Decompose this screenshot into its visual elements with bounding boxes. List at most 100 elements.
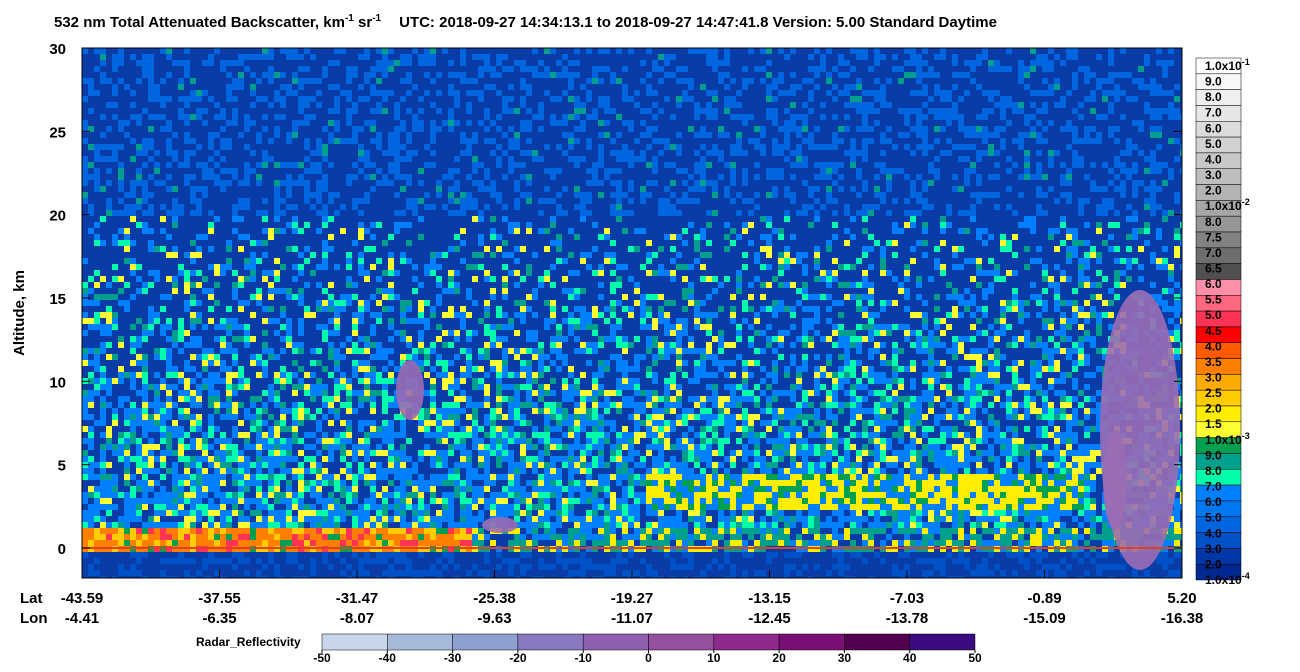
field-cell (202, 360, 208, 366)
field-cell (814, 306, 820, 312)
field-cell (496, 324, 502, 330)
field-cell (958, 342, 964, 348)
field-cell (988, 420, 994, 426)
field-cell (532, 432, 538, 438)
field-cell (736, 384, 742, 390)
field-cell (772, 138, 778, 144)
field-cell (508, 66, 514, 72)
field-cell (262, 420, 268, 426)
field-cell (700, 414, 706, 420)
field-cell (514, 198, 520, 204)
field-cell (376, 168, 382, 174)
field-cell (466, 138, 472, 144)
field-cell (238, 78, 244, 84)
field-cell (796, 378, 802, 384)
field-cell (772, 336, 778, 342)
field-cell (712, 66, 718, 72)
field-cell (334, 324, 340, 330)
field-cell (364, 72, 370, 78)
field-cell (262, 240, 268, 246)
field-cell (784, 192, 790, 198)
field-cell (550, 360, 556, 366)
field-cell (466, 354, 472, 360)
field-cell (130, 264, 136, 270)
field-cell (286, 204, 292, 210)
field-cell (934, 108, 940, 114)
field-cell (106, 438, 112, 444)
field-cell (652, 162, 658, 168)
field-cell (862, 114, 868, 120)
field-cell (430, 48, 436, 54)
field-cell (766, 384, 772, 390)
field-cell (292, 216, 298, 222)
field-cell (280, 96, 286, 102)
field-cell (106, 282, 112, 288)
field-cell (202, 348, 208, 354)
field-cell (274, 288, 280, 294)
field-cell (184, 282, 190, 288)
field-cell (124, 414, 130, 420)
field-cell (964, 390, 970, 396)
field-cell (478, 66, 484, 72)
field-cell (652, 420, 658, 426)
field-cell (1018, 78, 1024, 84)
field-cell (220, 360, 226, 366)
field-cell (970, 300, 976, 306)
field-cell (598, 270, 604, 276)
field-cell (544, 144, 550, 150)
field-cell (142, 366, 148, 372)
field-cell (688, 294, 694, 300)
field-cell (970, 420, 976, 426)
field-cell (1174, 246, 1180, 252)
field-cell (88, 378, 94, 384)
field-cell (142, 192, 148, 198)
field-cell (412, 204, 418, 210)
field-cell (100, 402, 106, 408)
field-cell (400, 222, 406, 228)
field-cell (586, 324, 592, 330)
field-cell (238, 282, 244, 288)
field-cell (352, 330, 358, 336)
field-cell (316, 138, 322, 144)
field-cell (826, 360, 832, 366)
field-cell (166, 162, 172, 168)
field-cell (658, 414, 664, 420)
field-cell (850, 414, 856, 420)
field-cell (1174, 282, 1180, 288)
field-cell (502, 150, 508, 156)
field-cell (196, 252, 202, 258)
field-cell (220, 138, 226, 144)
field-cell (694, 402, 700, 408)
field-cell (322, 414, 328, 420)
field-cell (544, 198, 550, 204)
backscatter-field (82, 48, 1182, 578)
field-cell (646, 126, 652, 132)
field-cell (436, 108, 442, 114)
field-cell (1018, 66, 1024, 72)
field-cell (406, 174, 412, 180)
field-cell (754, 360, 760, 366)
field-cell (586, 318, 592, 324)
field-cell (142, 354, 148, 360)
field-cell (226, 378, 232, 384)
field-cell (1084, 318, 1090, 324)
field-cell (1078, 336, 1084, 342)
field-cell (346, 90, 352, 96)
field-cell (370, 84, 376, 90)
field-cell (658, 198, 664, 204)
field-cell (316, 90, 322, 96)
field-cell (592, 114, 598, 120)
field-cell (844, 60, 850, 66)
field-cell (568, 366, 574, 372)
field-cell (766, 222, 772, 228)
field-cell (382, 420, 388, 426)
field-cell (82, 330, 88, 336)
field-cell (106, 426, 112, 432)
field-cell (736, 396, 742, 402)
field-cell (502, 360, 508, 366)
field-cell (580, 390, 586, 396)
field-cell (106, 342, 112, 348)
field-cell (964, 90, 970, 96)
field-cell (208, 414, 214, 420)
field-cell (640, 120, 646, 126)
